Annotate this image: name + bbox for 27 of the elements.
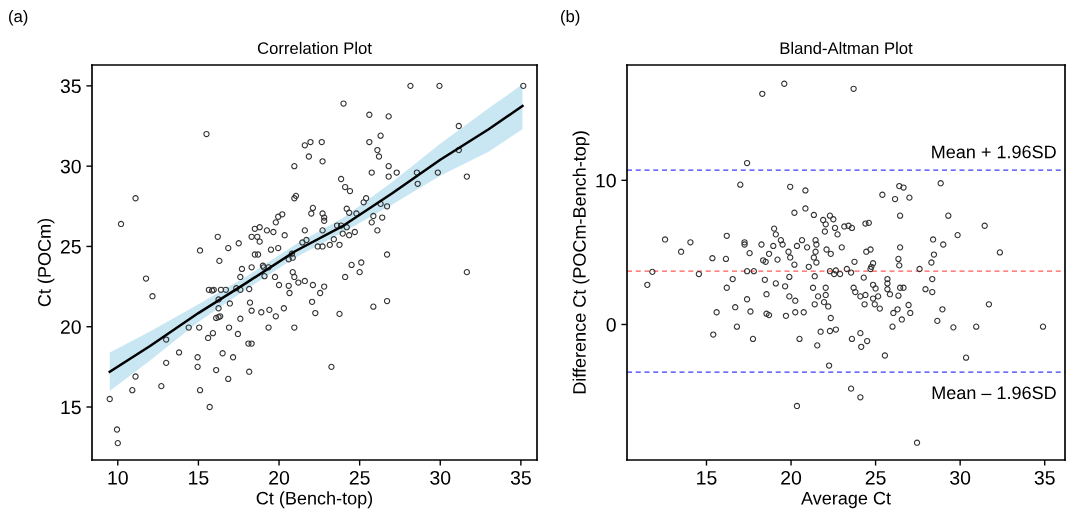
x-tick-label: 30	[950, 470, 971, 485]
chart-title: Bland-Altman Plot	[780, 41, 913, 55]
y-axis-title: Ct (POCm)	[37, 218, 55, 307]
x-axis-title: Average Ct	[801, 491, 891, 509]
x-tick-label: 10	[108, 470, 128, 485]
text: (a)	[9, 10, 28, 26]
ref-line-label: Mean + 1.96SD	[932, 145, 1056, 159]
x-tick-label: 20	[269, 470, 290, 485]
x-tick-label: 30	[430, 470, 451, 485]
y-tick-label: 25	[60, 239, 81, 254]
y-axis-title: Difference Ct (POCm-Bench-top)	[572, 131, 590, 394]
x-tick-label: 25	[865, 470, 886, 485]
x-axis-title: Ct (Bench-top)	[256, 491, 373, 509]
y-tick-label: 20	[60, 320, 81, 334]
y-tick-label: 15	[61, 400, 81, 415]
x-tick-label: 35	[510, 470, 531, 485]
y-tick-label: 35	[60, 79, 81, 94]
text: (b)	[561, 10, 580, 26]
ref-line-label: Mean – 1.96SD	[932, 386, 1056, 400]
x-tick-label: 15	[697, 471, 717, 485]
chart-title: Correlation Plot	[257, 41, 372, 55]
y-tick-label: 30	[60, 159, 81, 174]
x-tick-label: 35	[1034, 470, 1055, 485]
y-tick-label: 0	[606, 317, 616, 332]
x-tick-label: 15	[189, 471, 209, 485]
x-tick-label: 25	[349, 470, 370, 485]
x-tick-label: 20	[781, 470, 802, 485]
